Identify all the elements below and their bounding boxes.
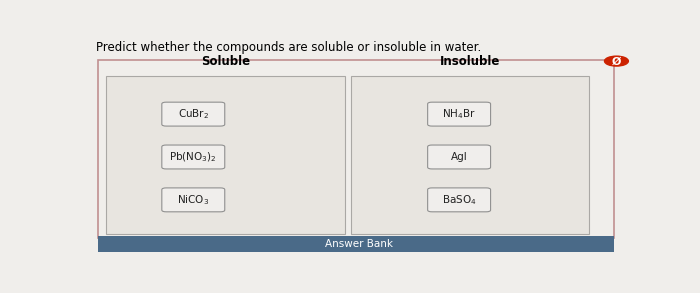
FancyBboxPatch shape	[162, 102, 225, 126]
FancyBboxPatch shape	[106, 76, 345, 234]
FancyBboxPatch shape	[98, 60, 614, 238]
Text: NiCO$_3$: NiCO$_3$	[177, 193, 209, 207]
Text: BaSO$_4$: BaSO$_4$	[442, 193, 477, 207]
Text: Insoluble: Insoluble	[440, 54, 500, 68]
Text: CuBr$_2$: CuBr$_2$	[178, 107, 209, 121]
FancyBboxPatch shape	[428, 102, 491, 126]
Text: Predict whether the compounds are soluble or insoluble in water.: Predict whether the compounds are solubl…	[96, 41, 481, 54]
Text: Pb(NO$_3$)$_2$: Pb(NO$_3$)$_2$	[169, 150, 217, 164]
FancyBboxPatch shape	[162, 145, 225, 169]
Text: Soluble: Soluble	[202, 54, 251, 68]
FancyBboxPatch shape	[428, 145, 491, 169]
Text: NH$_4$Br: NH$_4$Br	[442, 107, 476, 121]
Circle shape	[605, 56, 629, 66]
Text: AgI: AgI	[451, 152, 468, 162]
FancyBboxPatch shape	[428, 188, 491, 212]
FancyBboxPatch shape	[351, 76, 589, 234]
FancyBboxPatch shape	[98, 236, 614, 252]
FancyBboxPatch shape	[162, 188, 225, 212]
Text: Answer Bank: Answer Bank	[325, 239, 393, 249]
Text: Ø: Ø	[612, 57, 621, 67]
